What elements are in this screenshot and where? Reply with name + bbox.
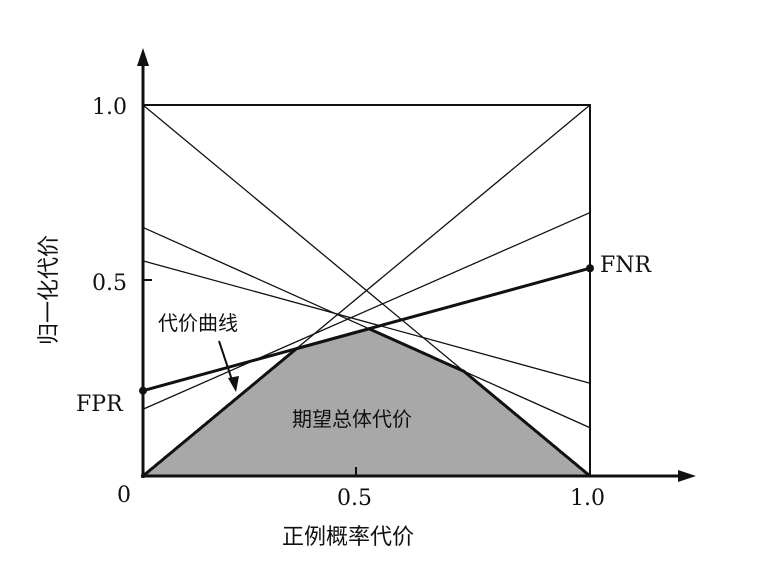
- fnr-point: [586, 264, 594, 273]
- y-axis-arrow: [137, 48, 149, 66]
- cost-line-4: [142, 211, 591, 410]
- fpr-label: FPR: [76, 392, 124, 417]
- fpr-point: [139, 386, 147, 395]
- y-axis-label: 归一化代价: [37, 235, 62, 345]
- cost-line-2: [142, 226, 591, 429]
- cost-curve-label: 代价曲线: [158, 311, 238, 335]
- fnr-label: FNR: [600, 253, 653, 278]
- expected-total-cost-area: [143, 328, 590, 476]
- cost-curve-arrow: [218, 340, 234, 384]
- y-tick-label-0.5: 0.5: [92, 271, 127, 296]
- cost-curve-arrowhead: [228, 376, 239, 392]
- x-tick-label-0.5: 0.5: [337, 486, 372, 511]
- x-axis-label: 正例概率代价: [282, 525, 414, 550]
- x-axis-arrow: [678, 470, 696, 482]
- cost-line-3: [142, 260, 591, 384]
- expected-total-cost-label: 期望总体代价: [292, 407, 412, 431]
- origin-label: 0: [117, 483, 131, 508]
- y-tick-label-1: 1.0: [92, 95, 127, 120]
- x-tick-label-1: 1.0: [570, 486, 605, 511]
- cost-curve-envelope: [142, 327, 591, 478]
